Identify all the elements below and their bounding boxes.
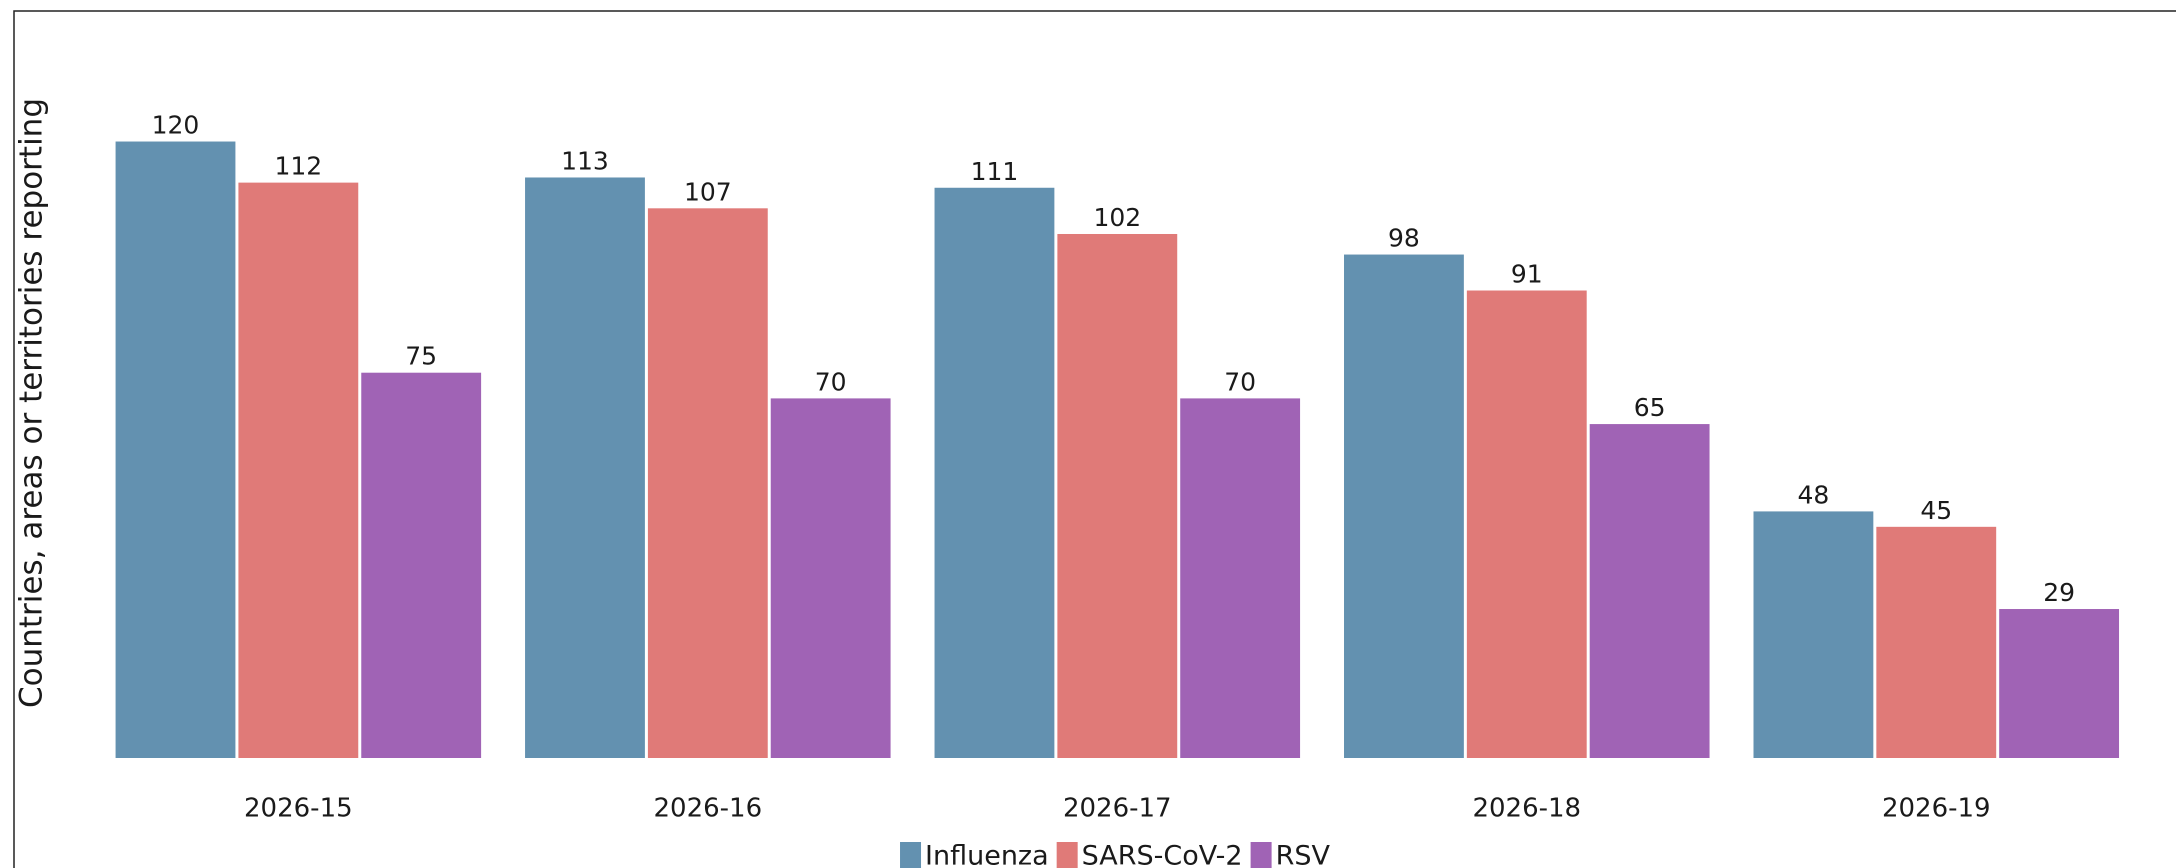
- x-tick-label: 2026-18: [1472, 794, 1581, 824]
- value-label: 98: [1388, 224, 1420, 253]
- value-label: 45: [1920, 496, 1952, 525]
- bar: [770, 398, 891, 758]
- x-tick-label: 2026-17: [1063, 794, 1172, 824]
- y-axis-label: Countries, areas or territories reportin…: [14, 98, 50, 708]
- bar: [1999, 609, 2120, 758]
- value-label: 111: [971, 157, 1019, 186]
- bar: [1589, 424, 1710, 758]
- bar: [934, 187, 1055, 758]
- legend-swatch: [1250, 842, 1272, 868]
- legend-label: Influenza: [925, 841, 1049, 868]
- legend-label: SARS-CoV-2: [1082, 841, 1243, 868]
- value-label: 102: [1093, 203, 1141, 232]
- value-label: 91: [1511, 260, 1543, 289]
- bar: [525, 177, 645, 758]
- value-label: 112: [274, 152, 322, 181]
- legend: Influenza SARS-CoV-2 RSV: [900, 841, 1331, 868]
- value-label: 75: [405, 342, 437, 371]
- x-tick-label: 2026-16: [653, 794, 762, 824]
- bar: [361, 372, 482, 758]
- bar: [238, 182, 359, 759]
- legend-swatch: [1056, 842, 1078, 868]
- value-label: 113: [561, 146, 609, 175]
- bar: [1466, 290, 1587, 758]
- value-label: 70: [815, 367, 847, 396]
- value-label: 107: [684, 177, 732, 206]
- bar: [1180, 398, 1301, 758]
- frame: [13, 10, 2176, 868]
- value-label: 29: [2043, 578, 2075, 607]
- value-label: 48: [1798, 480, 1830, 509]
- legend-swatch: [900, 842, 922, 868]
- bar: [647, 208, 768, 759]
- bar: [115, 141, 236, 758]
- x-tick-label: 2026-19: [1882, 794, 1991, 824]
- x-tick-label: 2026-15: [244, 794, 353, 824]
- bar: [1057, 233, 1178, 758]
- bar: [1344, 254, 1464, 759]
- value-label: 70: [1224, 367, 1256, 396]
- value-label: 120: [152, 111, 200, 140]
- legend-label: RSV: [1276, 841, 1331, 868]
- bar: [1876, 526, 1997, 758]
- bar: [1753, 511, 1874, 758]
- value-label: 65: [1634, 393, 1666, 422]
